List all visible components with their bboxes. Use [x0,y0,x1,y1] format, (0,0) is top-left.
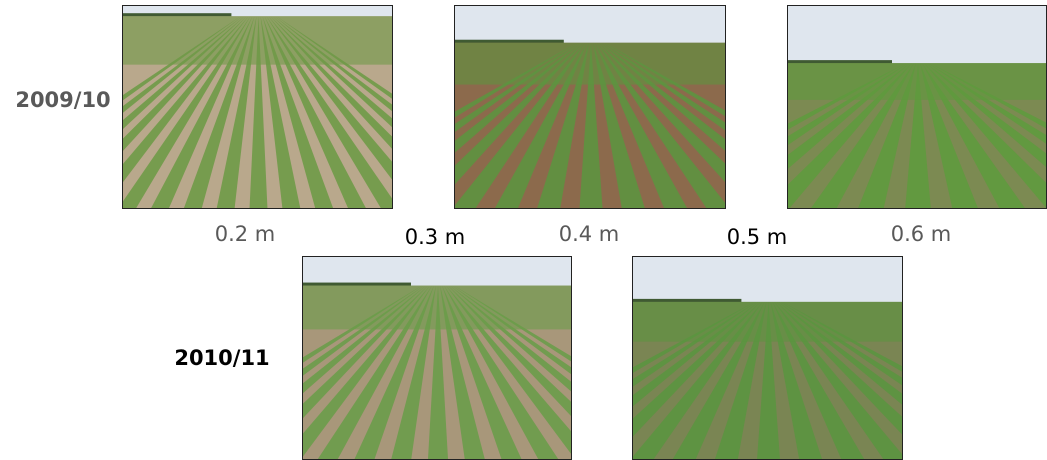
tree-line [633,298,742,303]
crop-row [123,16,247,151]
haze [303,285,571,330]
spacing-label: 0.2 m [214,222,276,246]
tree-line [455,39,564,44]
crop-row [757,301,780,459]
sky [303,257,571,287]
field-photo [454,5,726,209]
tree-line [123,13,232,18]
row-label: 2009/10 [15,88,111,112]
sky [788,6,1046,65]
sky [633,257,902,303]
row-label: 2010/11 [174,346,270,370]
crop-row [249,16,268,208]
haze [633,301,902,342]
field-photo [632,256,903,460]
haze [123,16,392,65]
crop-row [427,285,449,459]
field-photo [787,5,1047,209]
crop-row [599,42,725,183]
crop-row [260,16,301,208]
crop-row [920,63,978,208]
haze [455,42,725,85]
crop-row [579,42,603,208]
haze [788,63,1046,100]
crop-row [858,63,916,208]
spacing-label: 0.4 m [558,222,620,246]
spacing-label: 0.6 m [890,222,952,246]
crop-row [905,63,931,208]
sky [123,6,392,18]
crop-row [317,285,432,459]
tree-line [788,60,892,65]
spacing-label: 0.3 m [404,225,466,249]
spacing-label: 0.5 m [726,225,788,249]
field-photo [122,5,393,209]
sky [455,6,725,44]
field-photo [302,256,572,460]
tree-line [303,282,411,287]
crop-row [930,63,1046,129]
